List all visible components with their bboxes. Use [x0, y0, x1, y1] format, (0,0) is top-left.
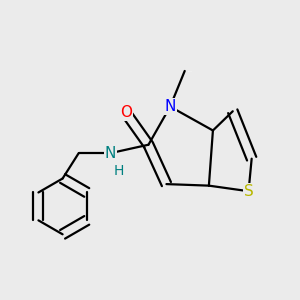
Text: N: N	[164, 99, 176, 114]
Text: S: S	[244, 184, 254, 199]
Text: N: N	[105, 146, 116, 160]
Text: H: H	[113, 164, 124, 178]
Text: O: O	[120, 105, 132, 120]
Text: methyl: methyl	[188, 70, 193, 72]
